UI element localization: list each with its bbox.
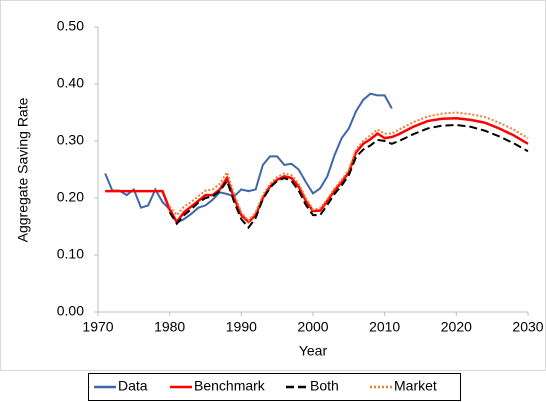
x-axis-label: Year xyxy=(299,343,328,359)
x-tick-label: 2010 xyxy=(369,319,400,335)
x-tick-label: 2000 xyxy=(297,319,328,335)
y-tick-label: 0.40 xyxy=(57,75,84,91)
series-line xyxy=(168,124,529,230)
x-tick-label: 1990 xyxy=(226,319,257,335)
x-tick-label: 1970 xyxy=(82,319,113,335)
y-tick-label: 0.00 xyxy=(57,303,84,319)
y-tick-label: 0.10 xyxy=(57,246,84,262)
series-line xyxy=(168,111,529,223)
legend-label: Data xyxy=(118,378,148,394)
y-tick-label: 0.30 xyxy=(57,132,84,148)
x-tick-label: 2020 xyxy=(441,319,472,335)
legend-label: Both xyxy=(310,378,339,394)
series-line xyxy=(105,116,529,225)
y-tick-label: 0.20 xyxy=(57,189,84,205)
x-tick-label: 1980 xyxy=(154,319,185,335)
x-tick-label: 2030 xyxy=(512,319,543,335)
legend-label: Market xyxy=(394,378,437,394)
series-line xyxy=(104,92,393,224)
legend-label: Benchmark xyxy=(194,378,266,394)
legend xyxy=(88,373,461,401)
y-tick-label: 0.50 xyxy=(57,18,84,34)
y-axis-label: Aggregate Saving Rate xyxy=(15,97,31,242)
